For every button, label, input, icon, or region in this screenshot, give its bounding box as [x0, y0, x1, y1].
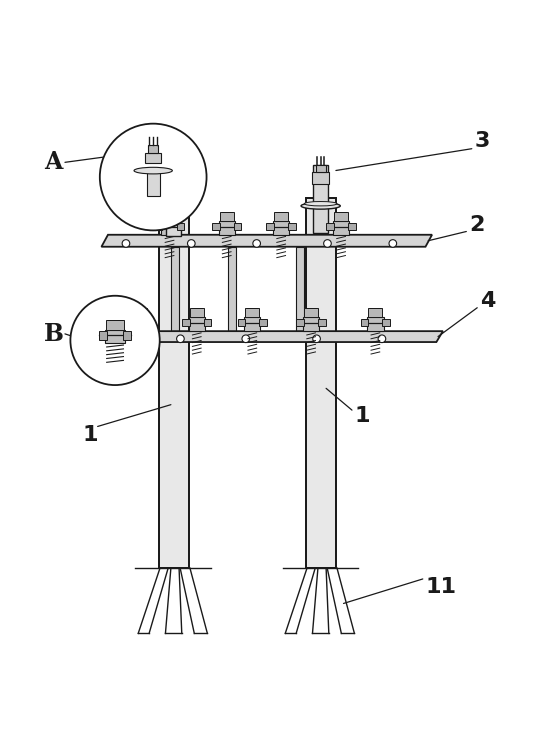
Bar: [367, 317, 383, 331]
Text: A: A: [44, 150, 63, 174]
Circle shape: [253, 240, 260, 247]
Bar: [146, 170, 160, 196]
Text: 3: 3: [474, 130, 490, 150]
Bar: [147, 319, 155, 326]
Bar: [333, 221, 349, 235]
Bar: [219, 212, 234, 221]
Bar: [266, 222, 274, 230]
Bar: [327, 222, 334, 230]
Text: B: B: [44, 322, 64, 346]
Circle shape: [242, 335, 250, 342]
Bar: [274, 212, 288, 221]
Bar: [159, 198, 188, 568]
Bar: [245, 308, 259, 317]
Bar: [316, 164, 325, 172]
Ellipse shape: [134, 167, 173, 174]
Bar: [123, 332, 131, 340]
Bar: [182, 319, 189, 326]
Bar: [166, 168, 181, 237]
Ellipse shape: [301, 202, 340, 209]
Polygon shape: [102, 235, 432, 247]
Bar: [318, 319, 326, 326]
Bar: [228, 247, 236, 331]
Bar: [244, 317, 260, 331]
Bar: [155, 222, 163, 230]
Bar: [334, 212, 348, 221]
Circle shape: [389, 240, 396, 247]
Circle shape: [324, 240, 331, 247]
Text: 11: 11: [425, 577, 456, 597]
Bar: [313, 165, 328, 233]
Circle shape: [122, 240, 130, 247]
Bar: [169, 167, 179, 176]
Bar: [234, 222, 241, 230]
Bar: [273, 221, 289, 235]
Bar: [159, 198, 188, 568]
Bar: [162, 221, 177, 235]
Bar: [238, 319, 245, 326]
Bar: [189, 308, 204, 317]
Bar: [105, 330, 125, 343]
Bar: [133, 308, 147, 317]
Bar: [165, 176, 182, 187]
Polygon shape: [85, 331, 443, 342]
Text: 1: 1: [355, 405, 370, 426]
Bar: [259, 319, 267, 326]
Bar: [218, 221, 235, 235]
Ellipse shape: [304, 202, 337, 206]
Text: 1: 1: [82, 425, 98, 445]
Circle shape: [100, 124, 206, 231]
Bar: [99, 332, 107, 340]
Circle shape: [70, 296, 160, 385]
Bar: [148, 145, 158, 153]
Bar: [312, 172, 329, 184]
Ellipse shape: [154, 206, 193, 213]
Bar: [382, 319, 390, 326]
Ellipse shape: [157, 205, 190, 209]
Bar: [348, 222, 356, 230]
Bar: [176, 222, 184, 230]
Bar: [212, 222, 219, 230]
Bar: [306, 198, 336, 568]
Bar: [306, 198, 336, 568]
Text: 2: 2: [469, 215, 484, 235]
Bar: [361, 319, 369, 326]
Circle shape: [313, 335, 321, 342]
Bar: [296, 319, 304, 326]
Bar: [132, 317, 148, 331]
Bar: [296, 247, 304, 331]
Circle shape: [187, 240, 195, 247]
Circle shape: [111, 335, 119, 342]
Circle shape: [176, 335, 184, 342]
Bar: [125, 319, 133, 326]
Bar: [288, 222, 296, 230]
Bar: [304, 308, 318, 317]
Circle shape: [378, 335, 385, 342]
Bar: [145, 153, 161, 164]
Bar: [369, 308, 382, 317]
Bar: [303, 317, 319, 331]
Text: 4: 4: [480, 291, 495, 311]
Bar: [204, 319, 211, 326]
Bar: [171, 247, 179, 331]
Bar: [163, 212, 176, 221]
Bar: [106, 321, 124, 330]
Bar: [188, 317, 205, 331]
